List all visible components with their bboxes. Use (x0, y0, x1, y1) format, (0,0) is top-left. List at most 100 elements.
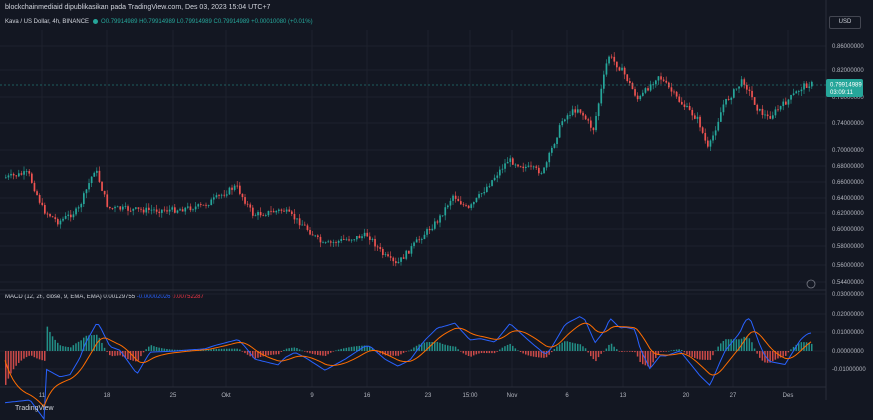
candle-body (712, 135, 714, 141)
tradingview-logo: TradingView (6, 405, 54, 412)
macd-hist-bar (93, 334, 95, 351)
macd-hist-bar (23, 351, 25, 359)
candle-body (410, 246, 413, 254)
candle-body (525, 166, 527, 169)
candle-body (85, 189, 88, 194)
macd-hist-bar (223, 348, 225, 351)
candle-body (109, 206, 111, 209)
candle-body (488, 185, 491, 187)
macd-hist-bar (660, 351, 662, 352)
macd-hist-bar (629, 351, 631, 352)
macd-hist-bar (696, 351, 699, 359)
candle-body (129, 210, 132, 212)
candle-body (252, 207, 254, 216)
macd-hist-bar (582, 346, 584, 351)
macd-hist-bar (15, 351, 17, 366)
candle-body (233, 185, 236, 190)
candle-body (673, 91, 675, 93)
price-tick-label: 0.82000000 (832, 68, 864, 74)
candle-body (470, 204, 473, 208)
symbol-legend[interactable]: Kava / US Dollar, 4h, BINANCE O0.79914989… (5, 19, 313, 25)
candle-body (605, 63, 608, 75)
macd-hist-bar (673, 349, 675, 351)
macd-hist-bar (111, 351, 114, 357)
macd-hist-bar (738, 339, 740, 351)
macd-hist-bar (262, 351, 264, 357)
candle-body (405, 250, 408, 259)
candle-body (291, 211, 293, 214)
candle-body (421, 239, 423, 240)
candle-body (192, 209, 194, 211)
macd-hist-bar (54, 339, 56, 351)
macd-hist-bar (501, 347, 504, 351)
macd-hist-bar (44, 351, 46, 361)
macd-hist-bar (434, 341, 436, 351)
time-tick-label: Des (783, 393, 794, 399)
price-tick-label: 0.70000000 (832, 148, 864, 154)
candle-body (743, 79, 746, 85)
candle-body (512, 158, 514, 165)
candle-body (556, 137, 558, 145)
candle-body (782, 101, 785, 107)
candle-body (623, 67, 626, 75)
price-tick-label: 0.60000000 (832, 227, 864, 233)
candle-body (631, 83, 634, 90)
candle-body (90, 176, 93, 184)
time-tick-label: 13 (620, 393, 627, 399)
macd-hist-bar (525, 351, 527, 355)
macd-hist-bar (213, 349, 215, 351)
candle-body (231, 187, 233, 190)
candle-body (686, 105, 688, 107)
macd-hist-bar (70, 347, 72, 351)
candle-body (244, 197, 246, 204)
candle-body (413, 242, 415, 247)
candle-body (790, 95, 792, 100)
macd-hist-bar (33, 351, 36, 358)
candle-body (132, 208, 135, 211)
macd-hist-bar (514, 348, 517, 351)
candle-body (504, 163, 506, 169)
macd-hist-bar (387, 351, 389, 356)
macd-hist-bar (449, 345, 452, 351)
candle-body (166, 210, 168, 212)
macd-hist-bar (535, 351, 537, 358)
auto-scale-icon[interactable] (806, 279, 816, 289)
macd-hist-bar (114, 351, 116, 356)
candle-body (306, 225, 309, 230)
macd-hist-bar (231, 348, 233, 351)
time-tick-label: 11 (39, 393, 46, 399)
candle-body (683, 104, 686, 107)
candle-body (480, 193, 483, 195)
candle-body (746, 84, 748, 90)
candle-body (44, 205, 46, 214)
macd-hist-bar (569, 342, 571, 351)
candle-body (265, 215, 267, 217)
candle-body (415, 239, 418, 243)
candle-body (738, 86, 740, 89)
macd-hist-bar (545, 351, 548, 358)
candle-body (506, 161, 509, 164)
macd-hist-bar (725, 339, 727, 351)
candle-body (670, 87, 673, 92)
candle-body (197, 204, 200, 207)
macd-hist-bar (431, 341, 433, 351)
macd-hist-bar (618, 351, 621, 352)
macd-hist-bar (717, 346, 719, 351)
macd-hist-bar (291, 347, 293, 351)
macd-legend[interactable]: MACD (12, 26, close, 9, EMA, EMA) 0.0012… (5, 294, 204, 300)
candle-body (153, 209, 155, 211)
macd-hist-bar (574, 343, 576, 351)
candle-body (548, 152, 551, 163)
macd-hist-bar (288, 348, 290, 351)
candle-body (137, 207, 140, 209)
candle-body (722, 104, 725, 113)
currency-button[interactable]: USD (829, 16, 861, 29)
candle-body (111, 208, 114, 209)
macd-hist-bar (452, 346, 454, 351)
candle-body (15, 175, 18, 177)
candlesticks (5, 52, 813, 267)
macd-hist-bar (798, 343, 800, 351)
candle-body (434, 221, 436, 229)
macd-hist-bar (148, 346, 150, 351)
